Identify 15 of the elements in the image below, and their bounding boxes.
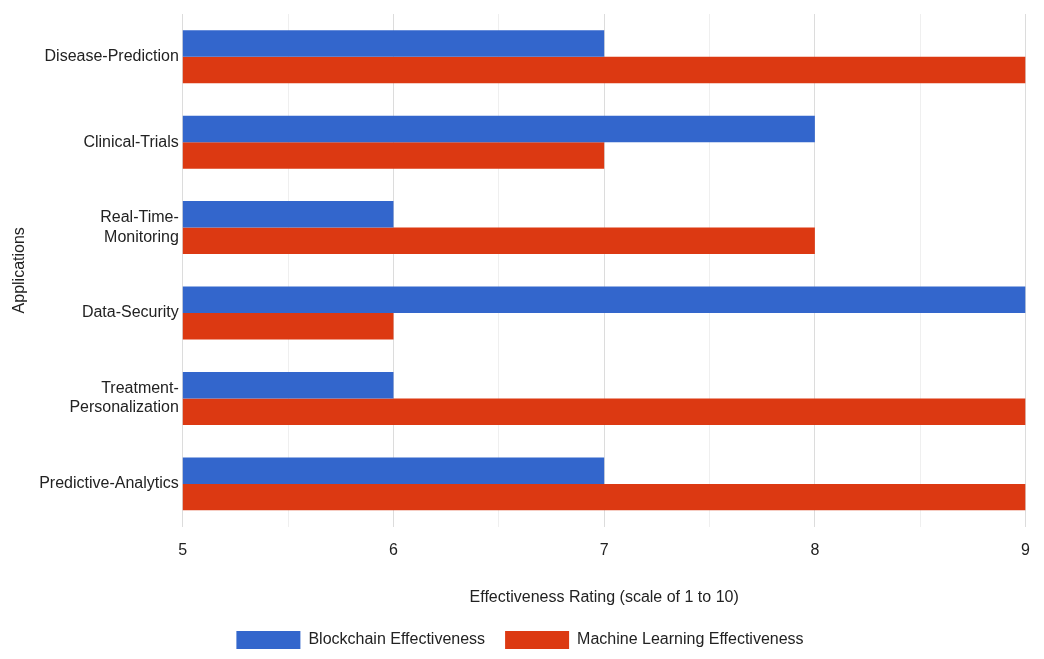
- y-tick-label: Treatment- Personalization: [69, 379, 179, 416]
- y-tick-label: Disease-Prediction: [44, 47, 179, 65]
- x-tick-label: 9: [1021, 540, 1031, 558]
- legend-label: Blockchain Effectiveness: [308, 630, 486, 648]
- y-tick-label: Predictive-Analytics: [39, 474, 179, 492]
- x-tick-label: 8: [810, 540, 820, 558]
- y-tick-label: Clinical-Trials: [83, 132, 179, 150]
- x-tick-label: 5: [178, 540, 188, 558]
- y-tick-label: Data-Security: [81, 303, 179, 321]
- y-tick-label: Real-Time- Monitoring: [100, 208, 179, 245]
- x-axis-title: Effectiveness Rating (scale of 1 to 10): [469, 587, 739, 605]
- x-tick-label: 7: [599, 540, 609, 558]
- x-tick-label: 6: [389, 540, 399, 558]
- legend-label: Machine Learning Effectiveness: [577, 630, 804, 648]
- y-axis-title: Applications: [10, 227, 28, 314]
